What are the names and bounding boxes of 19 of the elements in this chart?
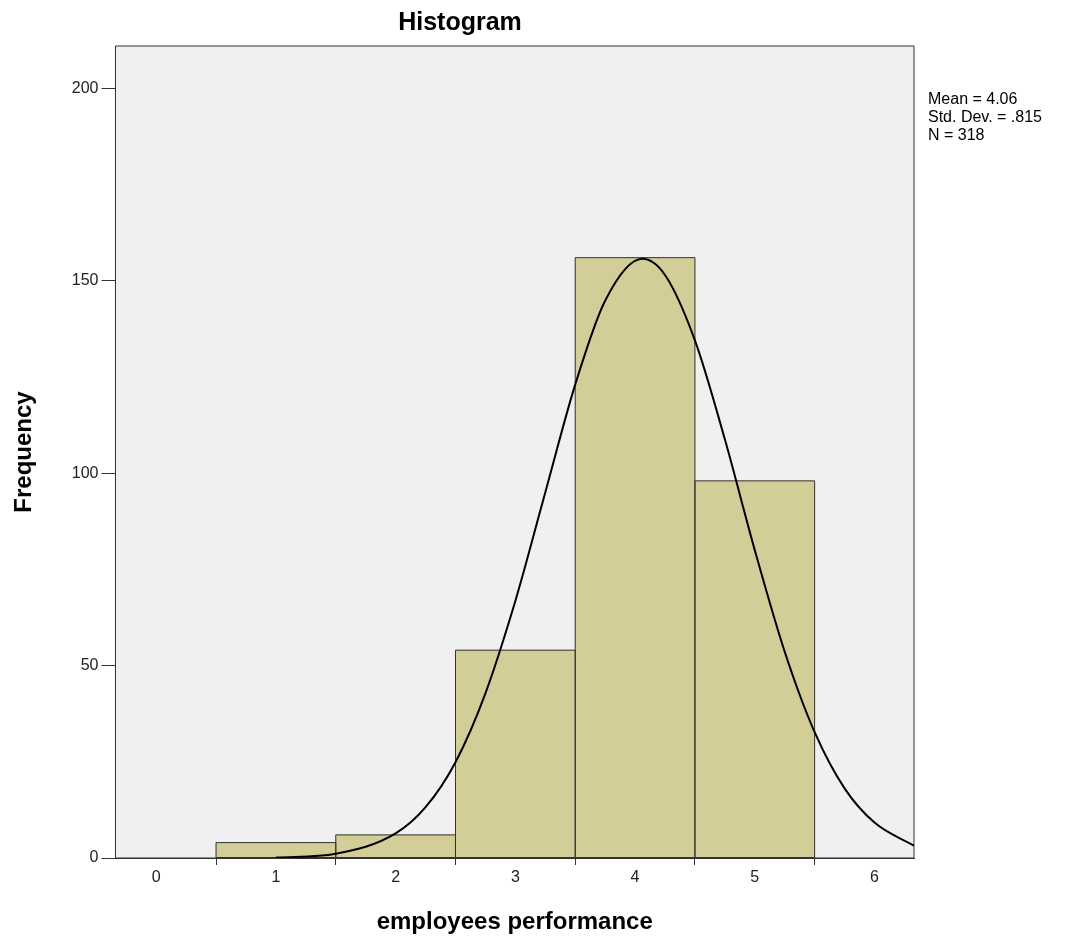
text: Std. Dev. = .815 <box>928 108 1043 126</box>
y-tick-label: 200 <box>71 78 99 96</box>
line-series <box>274 257 914 858</box>
x-tick-label: 5 <box>750 868 760 886</box>
y-tick-label: 50 <box>80 655 99 673</box>
x-tick-label: 4 <box>630 868 640 886</box>
y-tick-label: 150 <box>71 271 99 289</box>
x-tick-label: 2 <box>391 868 401 886</box>
y-axis-title: Frequency <box>9 390 37 513</box>
x-tick-label: 6 <box>870 868 880 886</box>
x-tick-label: 0 <box>151 868 161 886</box>
x-tick-label: 1 <box>271 868 281 886</box>
x-axis-title: employees performance <box>376 907 653 935</box>
x-tick-label: 3 <box>510 868 520 886</box>
y-tick-label: 0 <box>89 848 99 866</box>
chart-title: Histogram <box>398 6 522 35</box>
y-tick-label: 100 <box>71 463 99 481</box>
text: N = 318 <box>928 126 985 144</box>
text: Mean = 4.06 <box>928 90 1018 108</box>
